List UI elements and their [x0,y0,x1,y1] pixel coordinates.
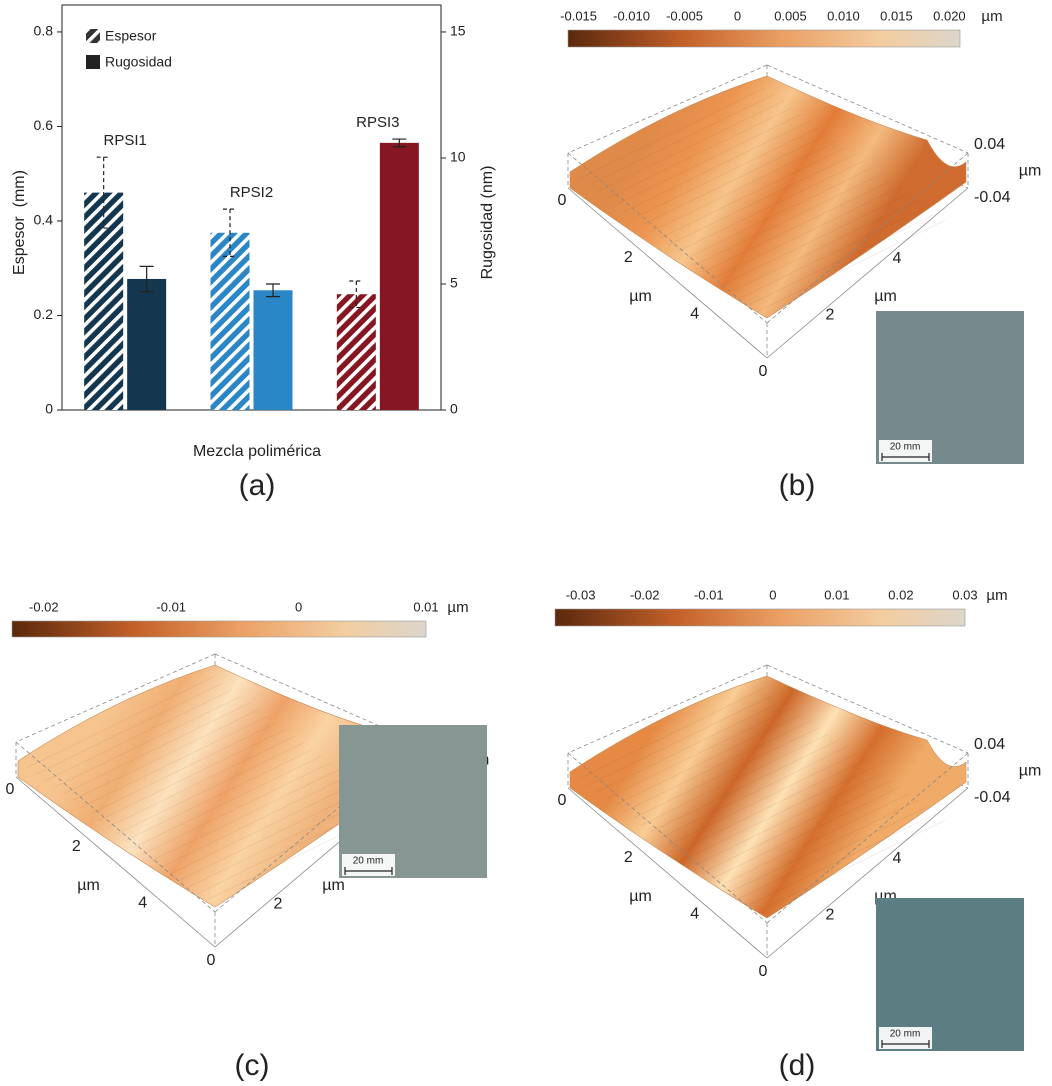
category-label: RPSI2 [230,184,273,201]
y2-tick-label: 5 [450,275,458,291]
z-tick-label: -0.04 [974,789,1011,806]
category-label: RPSI3 [356,114,399,131]
x-axis-label: µm [629,288,652,305]
z-tick-label: -0.04 [974,189,1011,206]
x-tick-label: 0 [558,192,567,209]
colorbar-tick-label: 0.03 [952,587,977,602]
scale-bar-label: 20 mm [353,856,384,867]
y-tick-label: 0 [759,363,768,380]
y-tick-label: 4 [893,250,902,267]
x-tick-label: 0 [558,792,567,809]
colorbar-tick-label: 0.005 [774,8,807,23]
colorbar-unit: µm [986,587,1007,604]
y2-tick-label: 15 [450,23,466,39]
panel-label: (b) [779,469,816,502]
scale-bar-label: 20 mm [890,1029,921,1040]
y-tick-label: 0.8 [34,23,54,39]
x-tick-label: 4 [690,306,699,323]
colorbar-tick-label: 0.01 [824,587,849,602]
y-axis-label: µm [874,288,897,305]
panel-label: (d) [779,1049,816,1082]
y-tick-label: 0 [759,963,768,980]
colorbar-unit: µm [981,8,1002,25]
y-tick-label: 0.6 [34,117,54,133]
bar [337,294,376,410]
y-tick-label: 0.4 [34,212,54,228]
panel-label: (a) [239,469,276,502]
legend-swatch [86,29,100,43]
z-tick-label: 0.04 [974,136,1005,153]
colorbar-tick-label: 0.020 [933,8,966,23]
x-axis-label: Mezcla polimérica [193,443,321,460]
colorbar [12,621,426,637]
colorbar-tick-label: -0.015 [560,8,597,23]
colorbar-tick-label: -0.01 [694,587,724,602]
colorbar-tick-label: -0.01 [156,599,186,614]
colorbar-tick-label: -0.02 [29,599,59,614]
y-axis-label: µm [322,877,345,894]
legend-label: Rugosidad [105,54,172,70]
bar [211,233,250,410]
z-tick-label: 0.04 [974,736,1005,753]
bar [84,193,123,410]
x-axis-label: µm [629,888,652,905]
surface [570,676,966,918]
y-tick-label: 0 [45,401,53,417]
z-axis-label: µm [1019,763,1042,780]
colorbar-tick-label: -0.02 [630,587,660,602]
colorbar-tick-label: 0.015 [880,8,913,23]
category-label: RPSI1 [103,132,146,149]
colorbar [555,609,965,626]
colorbar [568,30,960,47]
y-tick-label: 2 [826,307,835,324]
y-axis-label: Espesor (mm) [11,170,28,275]
x-tick-label: 4 [138,895,147,912]
x-tick-label: 2 [72,838,81,855]
y2-tick-label: 10 [450,149,466,165]
z-axis-label: µm [1019,163,1042,180]
colorbar-tick-label: 0.01 [413,599,438,614]
colorbar-tick-label: 0 [295,599,302,614]
figure: 0 0.2 0.4 0.6 0.8 0 5 10 15 Espesor (mm) Rugosidad… [0,0,1052,1086]
y-tick-label: 4 [893,850,902,867]
bar [254,290,293,410]
colorbar-tick-label: -0.03 [566,587,596,602]
y-tick-label: 0.2 [34,306,54,322]
panel-label: (c) [235,1049,270,1082]
y-tick-label: 2 [274,896,283,913]
y2-tick-label: 0 [450,401,458,417]
colorbar-tick-label: 0 [734,8,741,23]
colorbar-unit: µm [447,599,468,616]
y-tick-label: 2 [826,907,835,924]
colorbar-tick-label: 0 [769,587,776,602]
x-tick-label: 4 [690,906,699,923]
colorbar-tick-label: -0.005 [666,8,703,23]
x-tick-label: 2 [624,249,633,266]
y-tick-label: 0 [207,952,216,969]
colorbar-tick-label: 0.010 [827,8,860,23]
legend-swatch [86,55,100,69]
colorbar-tick-label: 0.02 [888,587,913,602]
colorbar-tick-label: -0.010 [613,8,650,23]
legend-label: Espesor [105,28,157,44]
bar [380,143,419,410]
page: 0 0.2 0.4 0.6 0.8 0 5 10 15 Espesor (mm) Rugosidad… [0,0,1052,1086]
x-axis-label: µm [77,877,100,894]
x-tick-label: 2 [624,849,633,866]
scale-bar-label: 20 mm [890,442,921,453]
bar [127,279,166,410]
x-tick-label: 0 [6,781,15,798]
y2-axis-label: Rugosidad (nm) [479,166,496,280]
surface [570,76,966,318]
